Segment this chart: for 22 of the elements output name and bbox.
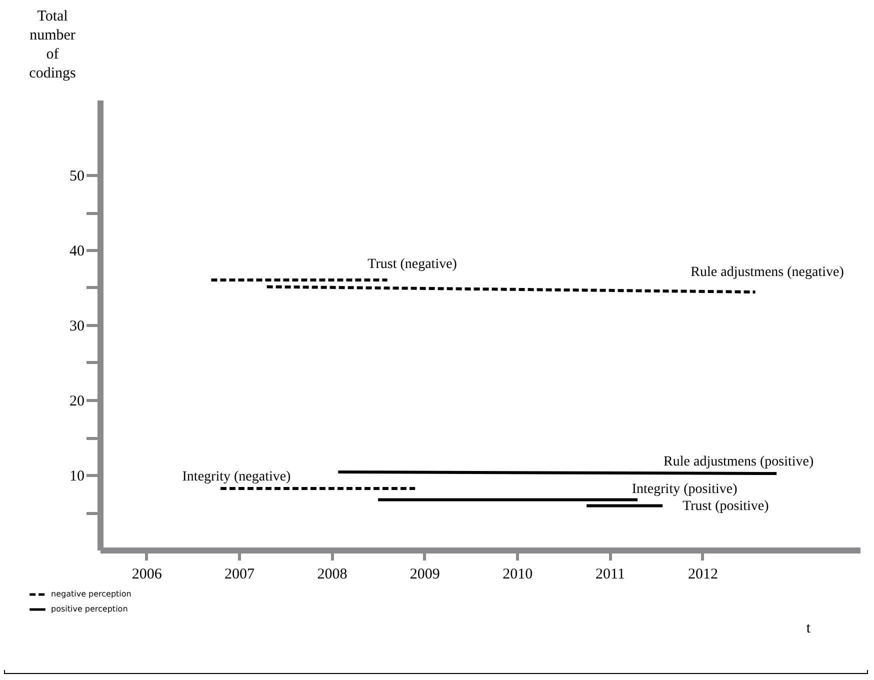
x-axis-title: t <box>806 620 812 636</box>
x-tick-label: 2006 <box>132 566 162 582</box>
series-label: Trust (positive) <box>682 498 770 514</box>
series-label: Rule adjustmens (positive) <box>664 454 814 470</box>
x-tick-label: 2010 <box>502 566 533 582</box>
y-axis-title: Total number of codings <box>29 8 76 82</box>
series-label: Integrity (negative) <box>182 470 292 484</box>
text: positive perception <box>51 604 128 614</box>
series-label: Trust (negative) <box>368 257 458 272</box>
series-label: Integrity (positive) <box>632 482 738 497</box>
y-tick-label: 30 <box>70 318 84 334</box>
y-tick-label: 10 <box>70 468 84 484</box>
y-tick-label: 20 <box>70 394 84 410</box>
x-tick-label: 2008 <box>317 566 348 582</box>
y-tick-label: 40 <box>70 244 84 260</box>
series-label: Rule adjustmens (negative) <box>690 265 844 280</box>
x-tick-label: 2007 <box>224 566 256 582</box>
y-tick-label: 50 <box>70 168 84 184</box>
text: negative perception <box>51 590 132 598</box>
x-tick-label: 2012 <box>688 566 718 582</box>
x-tick-label: 2009 <box>410 566 440 582</box>
x-tick-label: 2011 <box>596 566 625 582</box>
